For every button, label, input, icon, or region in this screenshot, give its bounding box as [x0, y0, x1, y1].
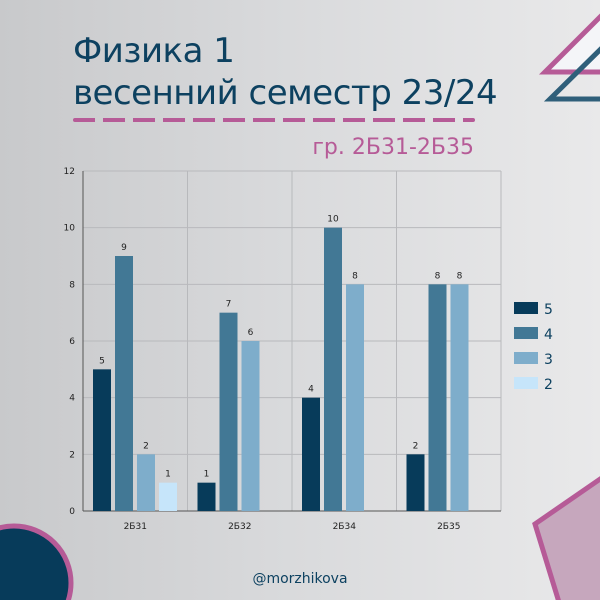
- bar-value-label: 2: [413, 441, 419, 451]
- author-handle: @morzhikova: [252, 571, 348, 587]
- bar: [324, 227, 342, 511]
- y-tick-label: 6: [69, 337, 75, 347]
- y-tick-label: 8: [69, 280, 75, 290]
- bar: [406, 454, 425, 511]
- bar-value-label: 10: [327, 215, 339, 225]
- bar-value-label: 7: [226, 300, 232, 310]
- bar: [428, 284, 447, 511]
- bar-value-label: 1: [165, 470, 171, 480]
- x-tick-label: 2Б35: [437, 522, 460, 532]
- bar-value-label: 8: [457, 271, 463, 281]
- bar-value-label: 8: [435, 271, 441, 281]
- bar-value-label: 6: [248, 328, 254, 338]
- y-tick-label: 4: [69, 394, 75, 404]
- bar: [159, 482, 177, 511]
- bar: [115, 256, 133, 511]
- groups-label: гр. 2Б31-2Б35: [312, 135, 474, 160]
- bar: [197, 482, 216, 511]
- bar: [450, 284, 469, 511]
- page-title: Физика 1 весенний семестр 23/24: [73, 30, 498, 114]
- y-tick-label: 2: [69, 450, 75, 460]
- bar: [219, 312, 238, 511]
- pentagon-icon: [532, 476, 600, 600]
- y-tick-label: 10: [64, 224, 76, 234]
- y-tick-label: 0: [69, 507, 75, 517]
- bar: [241, 341, 260, 511]
- blue-triangle-icon: [543, 46, 600, 102]
- bar: [137, 454, 155, 511]
- x-tick-label: 2Б31: [124, 522, 147, 532]
- legend-label: 2: [544, 377, 553, 393]
- legend-label: 5: [544, 302, 553, 318]
- bar-value-label: 1: [204, 470, 210, 480]
- legend-swatch: [514, 327, 538, 339]
- title-line-2: весенний семестр 23/24: [73, 73, 498, 113]
- bar-value-label: 5: [99, 356, 105, 366]
- x-tick-label: 2Б32: [228, 522, 251, 532]
- bar-value-label: 4: [308, 385, 314, 395]
- x-tick-label: 2Б34: [333, 522, 357, 532]
- title-line-1: Физика 1: [73, 31, 235, 71]
- legend-label: 4: [544, 327, 553, 343]
- bar-value-label: 2: [143, 441, 149, 451]
- bar-value-label: 9: [121, 243, 127, 253]
- legend-label: 3: [544, 352, 553, 368]
- legend-swatch: [514, 352, 538, 364]
- bar: [93, 369, 111, 511]
- bar: [346, 284, 364, 511]
- y-tick-label: 12: [64, 167, 75, 177]
- dashed-divider: [73, 118, 475, 122]
- bar: [302, 397, 320, 511]
- bar-value-label: 8: [352, 271, 358, 281]
- legend-swatch: [514, 302, 538, 314]
- circle-icon: [0, 523, 74, 600]
- legend-swatch: [514, 377, 538, 389]
